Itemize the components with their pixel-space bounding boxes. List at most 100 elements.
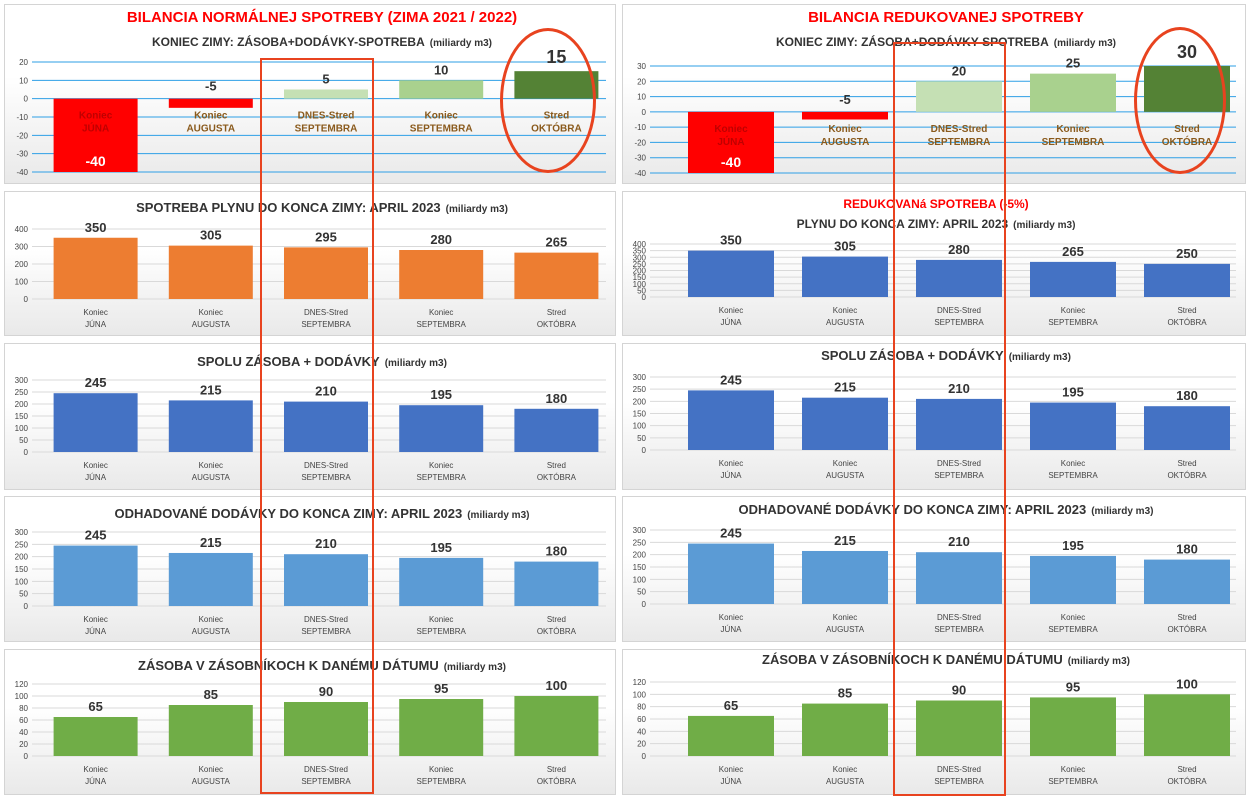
y-tick-label: 300 xyxy=(633,526,647,535)
bar xyxy=(688,390,774,450)
data-label: 65 xyxy=(88,699,102,714)
category-label: SEPTEMBRA xyxy=(301,320,351,329)
chart-l4: ODHADOVANÉ DODÁVKY DO KONCA ZIMY: APRIL … xyxy=(15,506,606,636)
data-label: -5 xyxy=(839,92,851,107)
category-label: DNES-Stred xyxy=(937,306,981,315)
y-tick-label: 30 xyxy=(637,62,646,71)
y-tick-label: 50 xyxy=(637,286,646,295)
data-label: 210 xyxy=(948,534,970,549)
data-label: -5 xyxy=(205,79,217,94)
category-label: Stred xyxy=(1174,124,1200,135)
category-label: OKTÓBRA xyxy=(537,777,577,786)
category-label: DNES-Stred xyxy=(937,613,981,622)
data-label: 180 xyxy=(546,544,568,559)
category-label: Koniec xyxy=(1061,306,1085,315)
data-label: -40 xyxy=(721,154,741,170)
chart-subtitle: PLYNU DO KONCA ZIMY: APRIL 2023 (miliardy… xyxy=(797,217,1076,231)
bar xyxy=(688,111,774,173)
chart-title: SPOTREBA PLYNU DO KONCA ZIMY: APRIL 2023… xyxy=(136,200,508,215)
bar xyxy=(53,98,138,172)
y-tick-label: 300 xyxy=(15,243,29,252)
y-tick-label: 0 xyxy=(642,446,647,455)
category-label: Stred xyxy=(547,615,566,624)
category-label: JÚNA xyxy=(721,777,743,786)
bar xyxy=(916,398,1002,450)
chart-title: BILANCIA REDUKOVANEJ SPOTREBY xyxy=(808,9,1084,26)
y-tick-label: 80 xyxy=(637,703,646,712)
bar xyxy=(514,561,599,606)
category-label: SEPTEMBRA xyxy=(1048,471,1098,480)
bar xyxy=(284,89,368,99)
chart-unit: (miliardy m3) xyxy=(1013,220,1075,231)
category-label: OKTÓBRA xyxy=(537,320,577,329)
y-tick-label: 120 xyxy=(15,680,29,689)
y-tick-label: 400 xyxy=(15,225,29,234)
bar xyxy=(802,256,888,297)
chart-l5: ZÁSOBA V ZÁSOBNÍKOCH K DANÉMU DÁTUMU (mil… xyxy=(15,658,606,786)
chart-title: ZÁSOBA V ZÁSOBNÍKOCH K DANÉMU DÁTUMU (mil… xyxy=(138,658,506,673)
category-label: Stred xyxy=(1177,306,1196,315)
chart-unit: (miliardy m3) xyxy=(444,662,506,673)
category-label: JÚNA xyxy=(85,473,107,482)
y-tick-label: 100 xyxy=(633,280,647,289)
bar xyxy=(916,552,1002,604)
data-label: 215 xyxy=(834,380,856,395)
bar xyxy=(399,405,484,452)
y-tick-label: 100 xyxy=(633,575,647,584)
category-label: SEPTEMBRA xyxy=(295,124,358,135)
y-tick-label: 0 xyxy=(24,95,29,104)
data-label: 195 xyxy=(430,540,452,555)
chart-r3: SPOLU ZÁSOBA + DODÁVKY (miliardy m3) 300 25… xyxy=(633,348,1236,480)
data-label: 180 xyxy=(546,391,568,406)
category-label: DNES-Stred xyxy=(304,615,348,624)
y-tick-label: 350 xyxy=(633,247,647,256)
category-label: Koniec xyxy=(425,111,459,122)
chart-subtitle: KONIEC ZIMY: ZÁSOBA+DODÁVKY-SPOTREBA (mil… xyxy=(776,34,1116,49)
category-label: JÚNA xyxy=(85,320,107,329)
category-label: AUGUSTA xyxy=(192,473,231,482)
data-label: 305 xyxy=(200,228,222,243)
category-label: Stred xyxy=(547,308,566,317)
y-tick-label: 0 xyxy=(642,752,647,761)
data-label: 65 xyxy=(724,698,738,713)
bar xyxy=(168,400,253,452)
y-tick-label: 0 xyxy=(642,600,647,609)
chart-title-main: SPOLU ZÁSOBA + DODÁVKY xyxy=(821,348,1004,363)
y-tick-label: 250 xyxy=(15,388,29,397)
y-tick-label: 0 xyxy=(24,295,29,304)
bar xyxy=(688,715,774,756)
bar xyxy=(1144,694,1230,756)
y-tick-label: -30 xyxy=(16,150,28,159)
y-tick-label: 20 xyxy=(19,740,28,749)
category-label: Koniec xyxy=(199,765,223,774)
data-label: 10 xyxy=(434,62,448,77)
bar xyxy=(284,702,368,756)
category-label: DNES-Stred xyxy=(937,459,981,468)
chart-title: BILANCIA NORMÁLNEJ SPOTREBY (ZIMA 2021 /… xyxy=(127,9,517,26)
y-tick-label: 100 xyxy=(15,424,29,433)
bar xyxy=(1144,66,1230,112)
category-label: SEPTEMBRA xyxy=(301,473,351,482)
category-label: Koniec xyxy=(83,461,107,470)
data-label: 85 xyxy=(838,686,852,701)
y-tick-label: 100 xyxy=(633,422,647,431)
bar xyxy=(514,71,599,99)
data-label: 350 xyxy=(85,220,107,235)
category-label: Koniec xyxy=(714,124,748,135)
y-tick-label: 0 xyxy=(642,293,647,302)
category-label: Koniec xyxy=(79,111,113,122)
y-tick-label: 0 xyxy=(24,602,29,611)
y-tick-label: 40 xyxy=(19,728,28,737)
y-tick-label: 50 xyxy=(637,588,646,597)
y-tick-label: 150 xyxy=(15,412,29,421)
chart-l2: SPOTREBA PLYNU DO KONCA ZIMY: APRIL 2023… xyxy=(15,200,606,329)
category-label: Koniec xyxy=(719,306,743,315)
category-label: OKTÓBRA xyxy=(531,122,582,135)
y-tick-label: -20 xyxy=(634,138,646,147)
data-label: 210 xyxy=(948,381,970,396)
bar xyxy=(399,557,484,606)
chart-title-main: ODHADOVANÉ DODÁVKY DO KONCA ZIMY: APRIL … xyxy=(115,506,463,521)
category-label: SEPTEMBRA xyxy=(417,320,467,329)
category-label: OKTÓBRA xyxy=(537,627,577,636)
